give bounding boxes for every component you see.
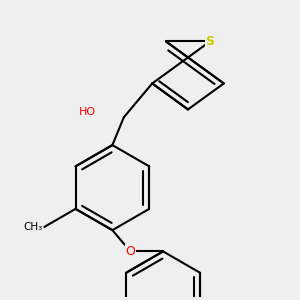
Text: HO: HO <box>79 107 96 117</box>
Text: CH₃: CH₃ <box>23 222 43 232</box>
Text: S: S <box>206 35 214 48</box>
Text: O: O <box>125 245 135 258</box>
